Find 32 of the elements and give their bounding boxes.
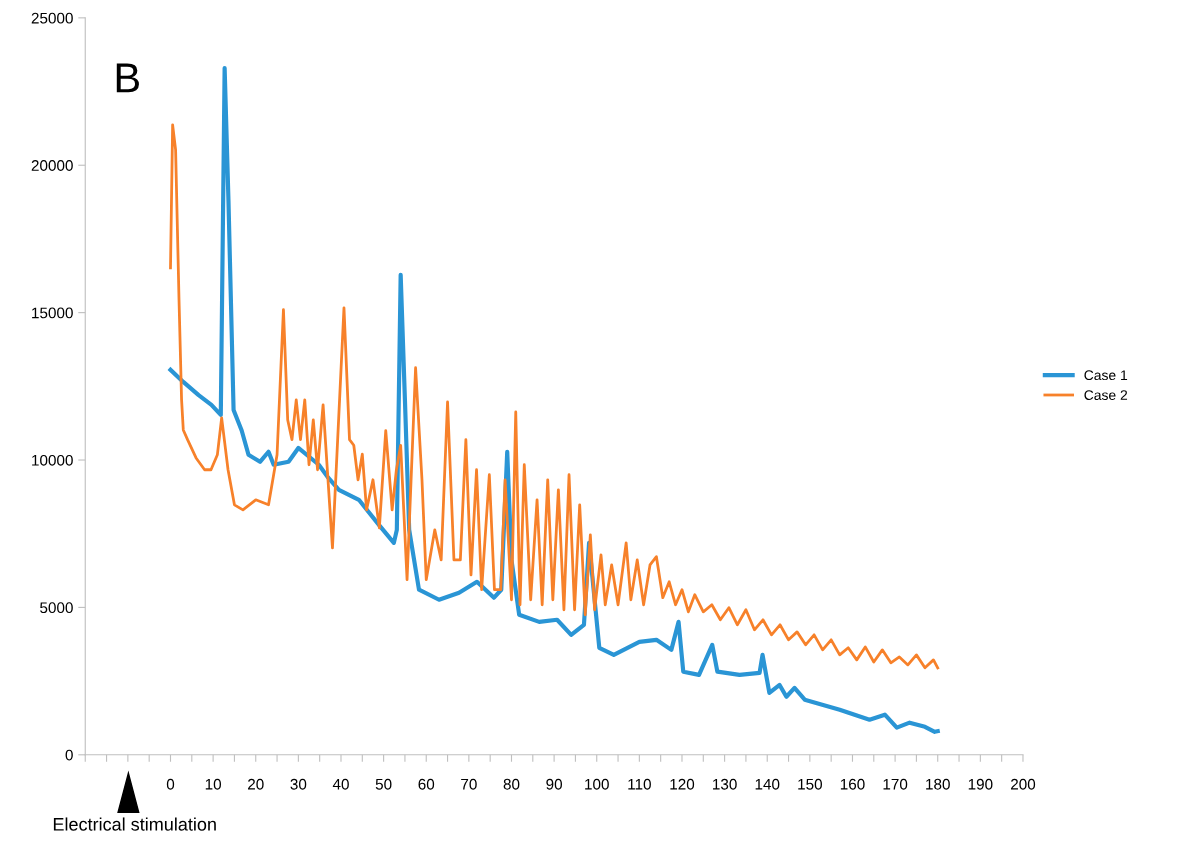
x-tick-label: 130 <box>713 778 737 790</box>
x-tick-label: 150 <box>798 778 822 790</box>
legend-label: Case 2 <box>1084 390 1128 400</box>
x-tick-label: 90 <box>546 778 563 790</box>
x-tick-label: 30 <box>290 778 307 790</box>
legend-label: Case 1 <box>1084 370 1128 381</box>
x-tick-label: 10 <box>205 778 222 790</box>
x-tick-label: 50 <box>375 778 392 790</box>
y-tick-label: 0 <box>65 749 73 761</box>
x-tick-label: 0 <box>166 778 175 790</box>
x-tick-label: 100 <box>585 778 609 790</box>
text: Electrical stimulation <box>53 817 216 831</box>
x-tick-label: 200 <box>1011 778 1036 790</box>
x-tick-label: 180 <box>926 778 950 790</box>
x-tick-label: 160 <box>840 778 865 790</box>
x-tick-label: 140 <box>755 778 780 790</box>
x-tick-label: 40 <box>332 778 349 790</box>
x-tick-label: 170 <box>883 778 908 790</box>
x-tick-label: 80 <box>503 778 520 790</box>
annotation: B <box>116 63 139 93</box>
x-tick-label: 70 <box>461 778 477 790</box>
y-tick-label: 10000 <box>32 454 73 466</box>
y-tick-label: 25000 <box>31 12 73 24</box>
line-series <box>169 123 940 670</box>
x-tick-label: 60 <box>418 778 435 790</box>
x-tick-label: 110 <box>628 778 651 790</box>
y-tick-label: 5000 <box>40 602 73 614</box>
x-tick-label: 20 <box>248 778 264 790</box>
x-tick-label: 190 <box>968 778 993 790</box>
y-tick-label: 15000 <box>32 307 73 319</box>
x-tick-label: 120 <box>670 778 695 790</box>
y-tick-label: 20000 <box>31 160 73 171</box>
